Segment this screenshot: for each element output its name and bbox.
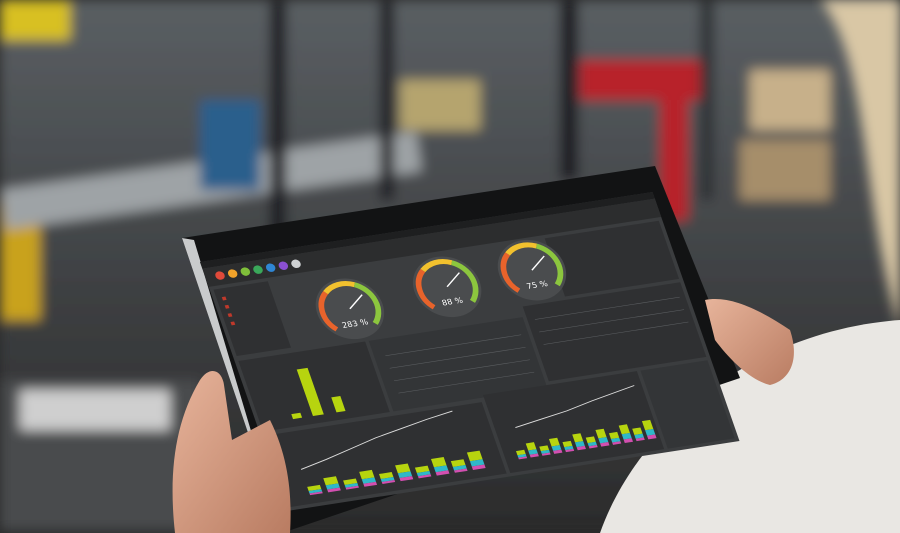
bar-segment [344,483,359,488]
bar-segment [548,437,560,447]
bar-segment [647,434,657,440]
gauge-arc [505,242,537,256]
bar-segment [452,465,467,471]
bar-segment [380,477,395,482]
bar-segment [435,470,450,476]
left-hand [172,370,291,533]
stacked-bars [307,419,657,496]
gauge-arc [535,243,564,287]
bar-segment [308,489,323,494]
bar-segment [623,438,634,444]
gauge-arc [353,282,382,325]
bar-segment [325,483,340,490]
bar-segment [469,459,485,467]
bar-segment [307,484,322,492]
bar-segment [528,449,538,455]
bar-segment [379,472,394,480]
bar-segment [551,445,562,451]
bar-segment [454,468,468,473]
bar-segment [641,419,654,431]
bar-segment [562,440,573,448]
bar-segment [416,471,431,477]
gauge-arc [415,268,436,310]
bar-segment [588,445,598,449]
bar-segment [564,445,574,451]
bar-segment [576,445,586,451]
bar-segment [587,441,597,447]
bar-segment [541,452,551,456]
bar-segment [345,485,359,490]
list-panel [522,282,707,382]
bar-segment [466,450,483,462]
gauge-label: 283 % [341,318,370,330]
gauge-needle [531,255,545,271]
bar-segment [309,491,323,496]
bar-segment [612,441,622,445]
bar-segment [595,428,607,439]
gauge-arc [451,260,479,303]
gauge-label: 88 % [441,296,465,308]
bar-segment [585,436,596,444]
bar-segment [553,449,563,454]
bar-segment [635,437,645,442]
bar-segment [565,448,575,453]
bar-segment [450,459,466,467]
gauge-needle [349,294,363,310]
bar-segment [323,476,339,486]
bar-segment [572,433,584,443]
bar-segment [471,464,486,470]
bar-segment [529,453,539,458]
bar-segment [363,481,378,487]
gauge-needle [446,272,460,288]
right-hand [705,299,794,385]
bar-segment [618,424,630,435]
hair [820,0,900,330]
bar-segment [395,463,411,474]
bar-segment [414,465,430,473]
bar-segment [540,449,551,454]
bar-segment [645,428,656,436]
side-panel [213,281,291,357]
bar-segment [610,437,621,443]
bar-segment [327,487,341,493]
bar-segment [417,474,432,479]
bar-segment [381,480,396,484]
gauges: 283 % 88 % 75 % [315,239,567,340]
screen: 283 % 88 % 75 % [200,191,740,512]
table-panel [368,317,548,412]
trend-line [300,410,453,470]
info-panel [544,220,680,297]
bar-segment [525,442,537,451]
gauge-arc [318,290,339,332]
bar-segment [517,453,527,458]
bar-segment [518,456,528,460]
bar-segment [600,442,610,447]
gauge-arc [420,258,453,273]
bar-segment [361,477,377,484]
bar-segment [359,469,375,480]
bar-segment [433,465,449,473]
gauge-label: 75 % [525,279,549,291]
bar-segment [343,478,358,486]
gauge-arc [500,252,521,293]
bar-segment [539,445,550,452]
bar-segment [632,427,643,435]
bar-segment [608,431,620,440]
trend-line [515,385,635,428]
bar-segment [397,471,413,479]
toolbar-icons [215,259,301,280]
bar-segment [574,441,585,448]
bar-segment [634,433,644,439]
legend-panel [640,360,735,449]
bar-segment [430,457,447,468]
gauge-arc [323,281,355,295]
bar-segment [515,449,526,456]
shoulder [600,320,900,533]
bars [291,367,346,420]
bar-segment [621,433,632,440]
bar-segment [399,476,414,482]
bar-segment [598,437,609,444]
